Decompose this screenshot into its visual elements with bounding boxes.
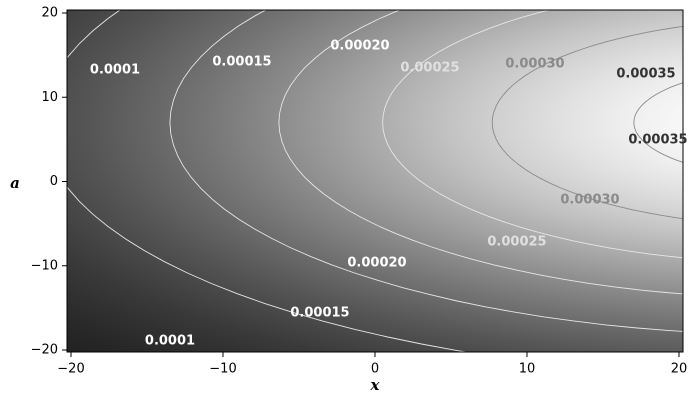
- x-tick-label: −20: [57, 362, 84, 377]
- y-tick-label: −10: [31, 258, 58, 273]
- contour-label: 0.0001: [90, 63, 140, 78]
- contour-label: 0.00025: [487, 235, 546, 250]
- x-tick-label: 10: [519, 362, 536, 377]
- x-axis-label: x: [370, 376, 381, 394]
- y-tick-label: 10: [41, 90, 58, 105]
- contour-label: 0.00015: [290, 306, 349, 321]
- contour-label: 0.00030: [560, 193, 619, 208]
- contour-line: [633, 82, 683, 163]
- x-tick-label: 0: [371, 362, 379, 377]
- contour-line: [278, 10, 683, 295]
- x-tick-label: 20: [671, 362, 688, 377]
- y-tick-label: 0: [50, 174, 58, 189]
- contour-label: 0.00030: [505, 57, 564, 72]
- contour-line: [382, 10, 683, 259]
- y-axis-label: a: [10, 174, 20, 192]
- contour-label: 0.0001: [145, 334, 195, 349]
- contour-label: 0.00015: [212, 55, 271, 70]
- x-tick-label: −10: [209, 362, 236, 377]
- y-tick-label: −20: [31, 343, 58, 358]
- contour-label: 0.00020: [347, 256, 406, 271]
- density-background: [67, 10, 683, 352]
- contour-label: 0.00035: [628, 133, 687, 148]
- contour-layer: [67, 10, 683, 352]
- contour-label: 0.00025: [400, 61, 459, 76]
- y-tick-label: 20: [41, 6, 58, 21]
- contour-label: 0.00035: [616, 67, 675, 82]
- contour-line: [169, 10, 683, 332]
- contour-line: [491, 25, 683, 220]
- contour-label: 0.00020: [330, 39, 389, 54]
